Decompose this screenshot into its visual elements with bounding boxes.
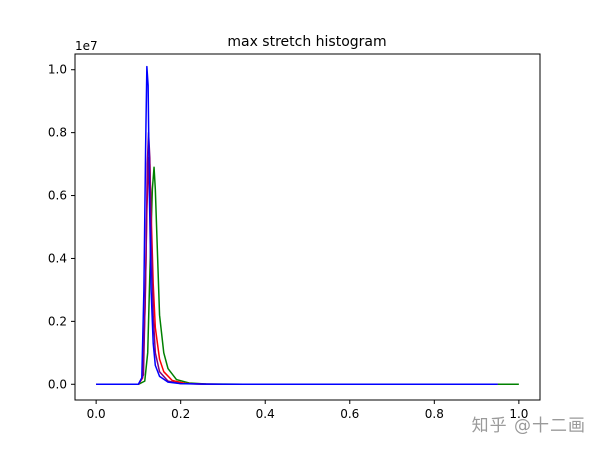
x-tick-label: 0.2 xyxy=(171,407,190,421)
series-line-2 xyxy=(96,157,498,386)
x-tick-label: 0.0 xyxy=(87,407,106,421)
series-line-3 xyxy=(96,131,498,386)
x-tick-label: 0.8 xyxy=(425,407,444,421)
watermark: 知乎 @十二画 xyxy=(471,416,586,436)
x-tick-label: 0.6 xyxy=(340,407,359,421)
axes-frame xyxy=(74,53,541,401)
x-axis: 0.0 0.2 0.4 0.6 0.8 1.0 xyxy=(87,400,528,421)
y-offset-label: 1e7 xyxy=(75,39,98,53)
y-tick-label: 0.8 xyxy=(48,126,67,140)
y-tick-label: 0.6 xyxy=(48,189,67,203)
x-tick-label: 0.4 xyxy=(256,407,275,421)
plot-area xyxy=(96,65,519,386)
y-tick-label: 0.2 xyxy=(48,314,67,328)
y-axis: 0.0 0.2 0.4 0.6 0.8 1.0 xyxy=(48,63,75,391)
series-line-4 xyxy=(96,65,498,386)
chart-title: max stretch histogram xyxy=(227,34,386,50)
y-tick-label: 1.0 xyxy=(48,63,67,77)
x-tick-label: 1.0 xyxy=(509,407,528,421)
y-tick-label: 0.4 xyxy=(48,251,67,265)
series-line-1 xyxy=(96,166,519,386)
y-tick-label: 0.0 xyxy=(48,377,67,391)
